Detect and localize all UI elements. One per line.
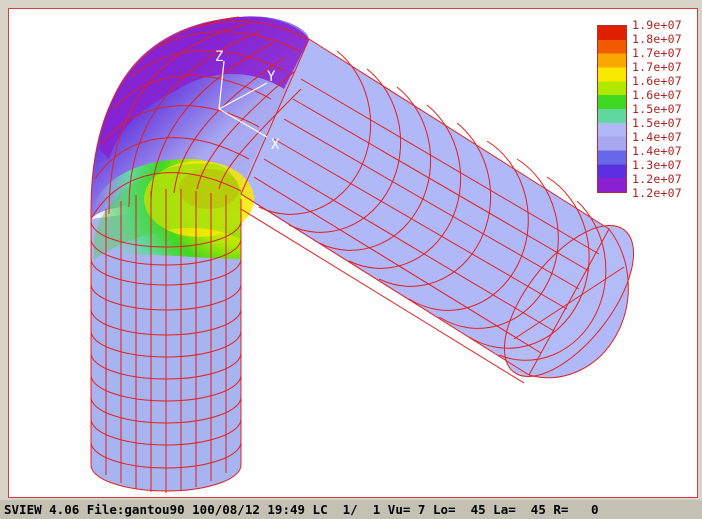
legend-label: 1.3e+07 [632, 158, 682, 172]
legend-label: 1.2e+07 [632, 186, 682, 200]
status-bar: SVIEW 4.06 File:gantou90 100/08/12 19:49… [0, 500, 702, 519]
legend-label: 1.8e+07 [632, 32, 682, 46]
plot-viewport[interactable]: Z Y X 1.9e+07 1.8e+07 1.7e+07 1.7e+07 1.6e+0… [8, 8, 698, 498]
legend-label: 1.4e+07 [632, 144, 682, 158]
axis-y [218, 82, 268, 110]
legend-label: 1.2e+07 [632, 172, 682, 186]
legend-label: 1.7e+07 [632, 60, 682, 74]
legend-label: 1.6e+07 [632, 74, 682, 88]
legend-label: 1.7e+07 [632, 46, 682, 60]
legend-label: 1.5e+07 [632, 116, 682, 130]
axis-x [218, 108, 268, 138]
legend-color-bar [597, 25, 627, 193]
legend-label: 1.5e+07 [632, 102, 682, 116]
legend-label: 1.6e+07 [632, 88, 682, 102]
legend-label: 1.4e+07 [632, 130, 682, 144]
pipe-elbow-render: Z Y X [90, 16, 635, 493]
legend-label: 1.9e+07 [632, 18, 682, 32]
axis-z-label: Z [215, 49, 223, 65]
axis-y-label: Y [267, 69, 276, 85]
pipe-body [90, 16, 634, 491]
mesh-grid [90, 16, 635, 493]
axis-z [218, 60, 225, 110]
coordinate-axes: Z Y X [215, 49, 280, 153]
axis-x-label: X [271, 137, 280, 153]
